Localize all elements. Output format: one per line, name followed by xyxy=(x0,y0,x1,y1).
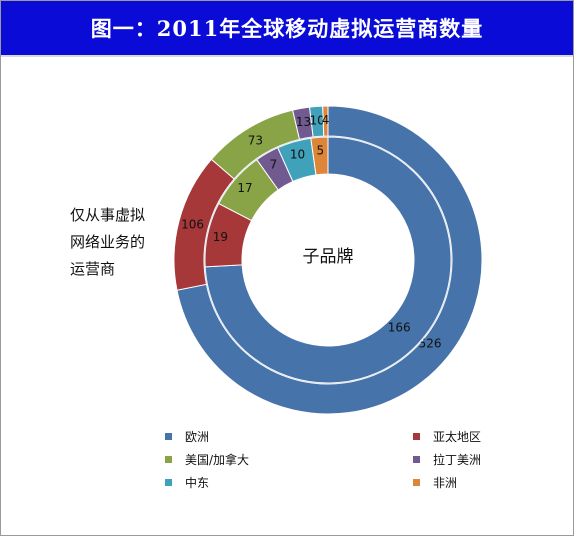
outer-ring-label-line-3: 运营商 xyxy=(70,260,116,278)
outer-ring-label-line-1: 仅从事虚拟 xyxy=(70,206,146,224)
outer-ring-label: 仅从事虚拟 网络业务的 运营商 xyxy=(70,202,170,283)
outer-ring-data-label-latin-america: 13 xyxy=(296,115,311,129)
center-label: 子品牌 xyxy=(303,247,354,267)
inner-ring-data-label-middle-east: 10 xyxy=(290,147,305,161)
inner-ring-data-label-latin-america: 7 xyxy=(270,157,278,171)
title-bar: 图一：2011年全球移动虚拟运营商数量 xyxy=(1,1,573,57)
outer-ring-label-line-2: 网络业务的 xyxy=(70,233,146,251)
inner-ring-data-label-africa: 5 xyxy=(316,143,324,157)
inner-ring-data-label-asia-pacific: 19 xyxy=(213,230,228,244)
outer-ring-data-label-middle-east: 10 xyxy=(310,113,325,127)
inner-ring-slice-europe xyxy=(204,136,452,384)
outer-ring-data-label-europe: 526 xyxy=(419,337,442,351)
outer-ring-data-label-africa: 4 xyxy=(322,113,330,127)
outer-ring-data-label-asia-pacific: 106 xyxy=(181,217,204,231)
inner-ring-data-label-europe: 166 xyxy=(388,320,411,334)
inner-ring-slice-africa xyxy=(310,136,329,176)
inner-ring-data-label-us-canada: 17 xyxy=(237,181,252,195)
ring-separator xyxy=(204,136,452,384)
chart-title: 图一：2011年全球移动虚拟运营商数量 xyxy=(90,16,484,41)
outer-ring-data-label-us-canada: 73 xyxy=(248,133,263,147)
